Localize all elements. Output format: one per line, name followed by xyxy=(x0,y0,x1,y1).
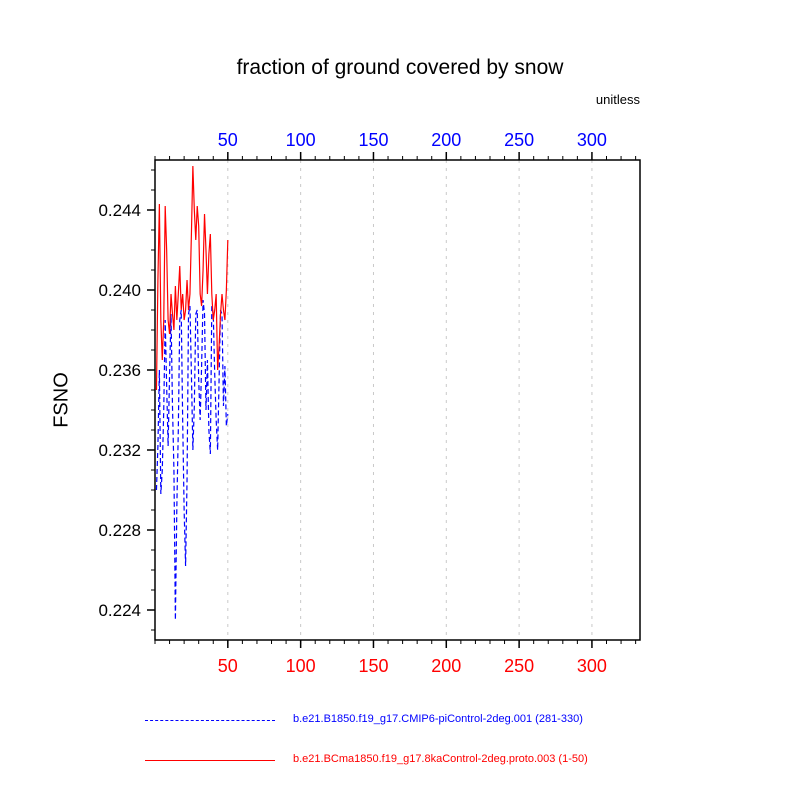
svg-text:250: 250 xyxy=(504,130,534,150)
legend-label: b.e21.B1850.f19_g17.CMIP6-piControl-2deg… xyxy=(293,713,583,725)
units-label: unitless xyxy=(595,92,640,107)
legend-item: b.e21.B1850.f19_g17.CMIP6-piControl-2deg… xyxy=(0,712,800,728)
svg-text:0.224: 0.224 xyxy=(98,601,141,620)
svg-text:50: 50 xyxy=(218,130,238,150)
svg-text:50: 50 xyxy=(218,656,238,676)
svg-text:100: 100 xyxy=(286,656,316,676)
svg-text:0.244: 0.244 xyxy=(98,201,141,220)
svg-text:0.232: 0.232 xyxy=(98,441,141,460)
svg-text:100: 100 xyxy=(286,130,316,150)
svg-text:150: 150 xyxy=(358,656,388,676)
svg-text:300: 300 xyxy=(577,130,607,150)
legend-line-dashed xyxy=(145,720,275,721)
legend-label: b.e21.BCma1850.f19_g17.8kaControl-2deg.p… xyxy=(293,753,588,765)
svg-text:0.240: 0.240 xyxy=(98,281,141,300)
legend-item: b.e21.BCma1850.f19_g17.8kaControl-2deg.p… xyxy=(0,752,800,768)
legend-line-solid xyxy=(145,760,275,761)
svg-text:300: 300 xyxy=(577,656,607,676)
chart-title: fraction of ground covered by snow xyxy=(236,56,564,79)
svg-text:0.236: 0.236 xyxy=(98,361,141,380)
svg-text:200: 200 xyxy=(431,656,461,676)
svg-text:0.228: 0.228 xyxy=(98,521,141,540)
svg-text:250: 250 xyxy=(504,656,534,676)
svg-text:150: 150 xyxy=(358,130,388,150)
svg-text:200: 200 xyxy=(431,130,461,150)
